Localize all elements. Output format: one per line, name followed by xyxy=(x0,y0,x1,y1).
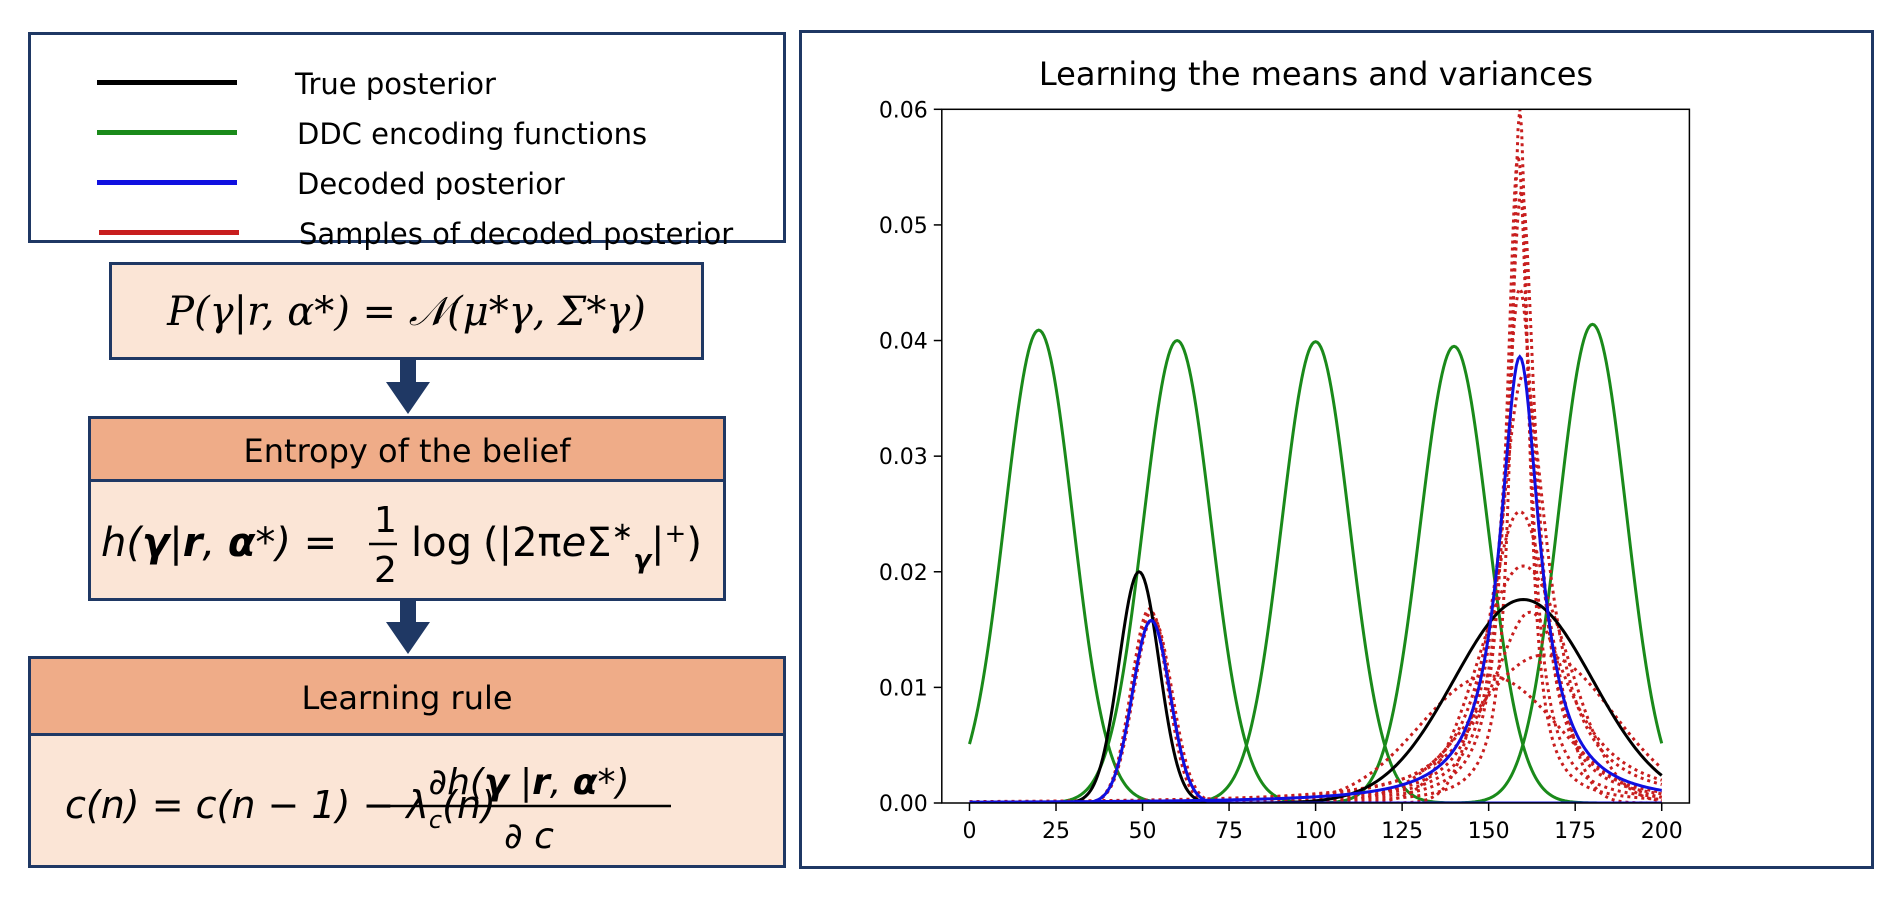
y-tick-label: 0.06 xyxy=(879,98,928,123)
legend-item-ddc-encoding: DDC encoding functions xyxy=(31,113,783,153)
learning-rule-header-label: Learning rule xyxy=(301,679,513,717)
plot-frame xyxy=(941,108,1691,804)
x-tick-label: 0 xyxy=(962,819,976,844)
y-tick-label: 0.05 xyxy=(879,214,928,239)
x-tick-label: 175 xyxy=(1554,819,1596,844)
y-tick-label: 0.00 xyxy=(879,792,928,817)
series-line-sample-10 xyxy=(969,616,1662,804)
chart-panel: Learning the means and variances 0 25 50 75… xyxy=(799,30,1874,869)
legend-label: DDC encoding functions xyxy=(297,117,648,151)
entropy-header-label: Entropy of the belief xyxy=(243,432,571,470)
series-line-sample-11 xyxy=(969,607,1662,804)
chart-title: Learning the means and variances xyxy=(1039,55,1593,93)
svg-text:log: log xyxy=(411,520,472,566)
x-tick-label: 75 xyxy=(1215,819,1243,844)
x-tick-label: 25 xyxy=(1042,819,1070,844)
svg-text:∂ c: ∂ c xyxy=(504,816,554,857)
learning-rule-header: Learning rule xyxy=(28,656,786,736)
down-arrow-icon xyxy=(386,360,430,414)
y-tick-label: 0.04 xyxy=(879,330,928,355)
x-tick-label: 50 xyxy=(1129,819,1157,844)
legend-item-decoded-posterior: Decoded posterior xyxy=(31,163,783,203)
svg-text:2: 2 xyxy=(374,550,397,591)
series-line-sample-12 xyxy=(969,109,1662,804)
x-tick-label: 100 xyxy=(1295,819,1337,844)
series-line-encoding-3 xyxy=(969,344,1662,804)
legend-label: Decoded posterior xyxy=(297,167,565,201)
posterior-formula: P(γ|r, α*) = 𝒩(μ*γ, Σ*γ) xyxy=(167,289,646,335)
legend-swatch-samples xyxy=(99,230,239,235)
series-line-decoded-8 xyxy=(969,354,1662,804)
legend-swatch-true-posterior xyxy=(97,80,237,85)
series-line-encoding-2 xyxy=(969,340,1662,804)
posterior-formula-box: P(γ|r, α*) = 𝒩(μ*γ, Σ*γ) xyxy=(109,262,704,360)
x-tick-label: 200 xyxy=(1641,819,1683,844)
x-tick-label: 150 xyxy=(1468,819,1510,844)
series-line-sample-9 xyxy=(969,610,1662,804)
learning-rule-formula: c(n) = c(n − 1) − λc(n) ∂h(γ |r, α*) ∂ c xyxy=(65,762,671,857)
series-line-decoded-7 xyxy=(969,618,1662,804)
entropy-header: Entropy of the belief xyxy=(88,416,726,482)
y-tick-label: 0.02 xyxy=(879,561,928,586)
series-line-sample-18 xyxy=(969,564,1662,804)
chart-axes: 0 25 50 75 100 125 150 175 200 0.00 0.01 0.02 0.03 0.… xyxy=(879,98,1683,844)
legend-item-true-posterior: True posterior xyxy=(31,63,783,103)
legend-label: Samples of decoded posterior xyxy=(299,217,734,251)
svg-text:1: 1 xyxy=(374,500,397,541)
legend: True posterior DDC encoding functions De… xyxy=(28,32,786,251)
legend-label: True posterior xyxy=(295,67,496,101)
svg-text:h(γ|r, α*) =: h(γ|r, α*) = xyxy=(101,520,337,566)
x-tick-label: 125 xyxy=(1381,819,1423,844)
series-line-sample-15 xyxy=(969,285,1662,804)
posterior-chart: Learning the means and variances 0 25 50 75… xyxy=(879,55,1691,844)
legend-swatch-ddc-encoding xyxy=(97,130,237,135)
svg-text:c(n) = c(n − 1) − λc(n): c(n) = c(n − 1) − λc(n) xyxy=(65,783,496,834)
series-line-encoding-1 xyxy=(969,338,1662,804)
y-tick-label: 0.01 xyxy=(879,676,928,701)
legend-item-samples: Samples of decoded posterior xyxy=(31,213,783,253)
entropy-formula: h(γ|r, α*) = 1 2 log (|2πeΣ∗γ|+) xyxy=(101,500,702,591)
chart-curves xyxy=(968,109,1664,804)
series-line-sample-21 xyxy=(969,610,1663,804)
svg-text:(|2πeΣ∗γ|+): (|2πeΣ∗γ|+) xyxy=(483,517,702,575)
down-arrow-icon xyxy=(386,600,430,654)
series-line-sample-13 xyxy=(969,155,1662,804)
series-line-sample-16 xyxy=(969,373,1663,804)
legend-swatch-decoded-posterior xyxy=(97,180,237,185)
entropy-formula-box: h(γ|r, α*) = 1 2 log (|2πeΣ∗γ|+) xyxy=(88,479,726,601)
svg-text:∂h(γ |r, α*): ∂h(γ |r, α*) xyxy=(428,762,629,803)
series-line-sample-14 xyxy=(969,184,1662,804)
learning-rule-formula-box: c(n) = c(n − 1) − λc(n) ∂h(γ |r, α*) ∂ c xyxy=(28,733,786,868)
y-tick-label: 0.03 xyxy=(879,445,928,470)
